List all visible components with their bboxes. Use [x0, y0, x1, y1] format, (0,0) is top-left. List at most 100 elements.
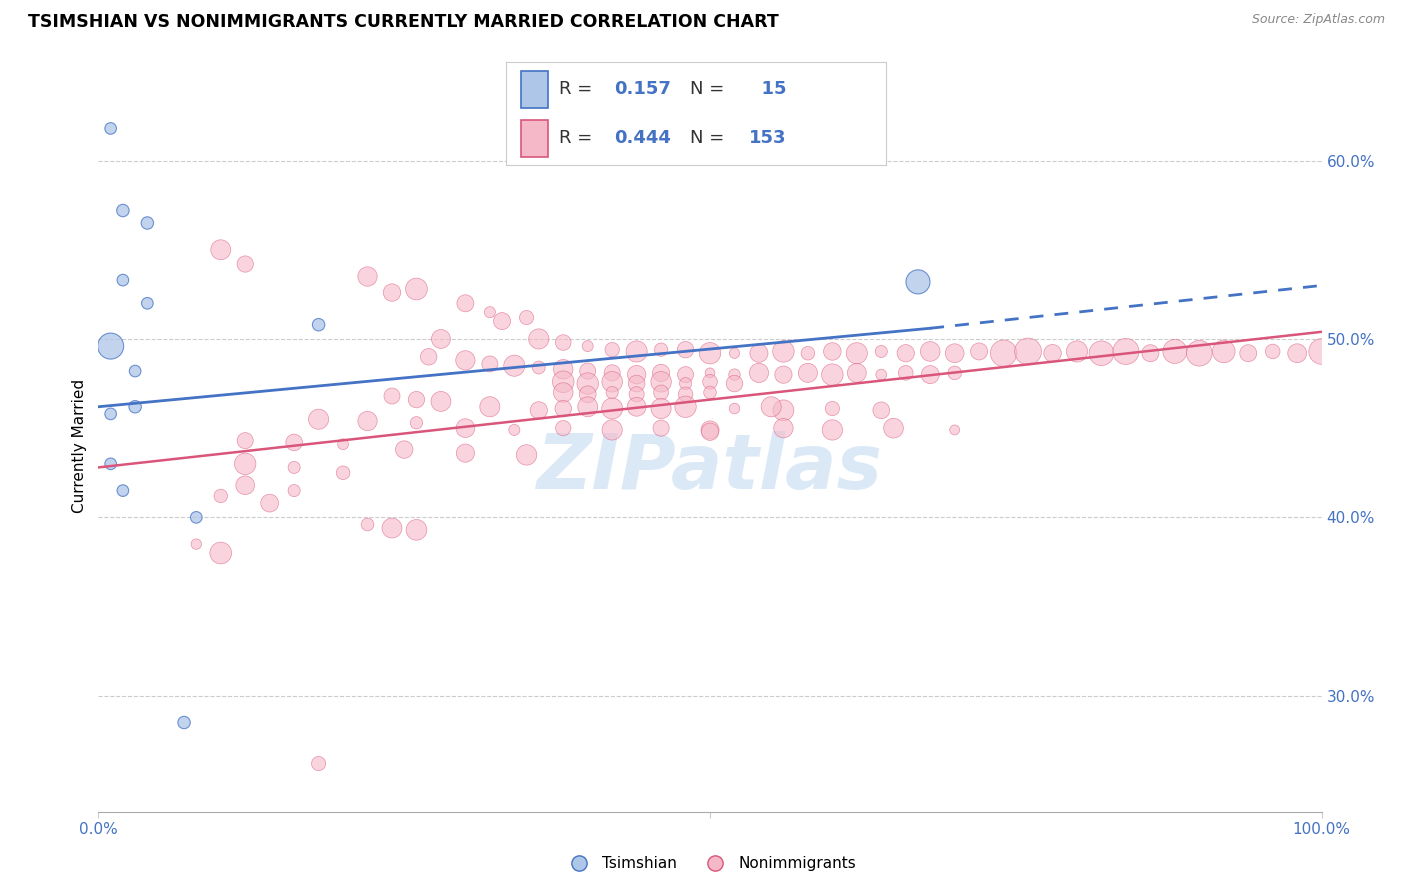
Point: [600, 343, 623, 357]
Point: [454, 421, 477, 435]
Point: [186, 537, 208, 551]
Point: [454, 353, 477, 368]
Point: [600, 366, 623, 380]
Point: [405, 392, 427, 407]
Point: [748, 346, 770, 360]
Point: [430, 332, 453, 346]
Point: [356, 517, 378, 532]
FancyBboxPatch shape: [522, 70, 548, 108]
Point: [1286, 346, 1309, 360]
Point: [1017, 344, 1039, 359]
Point: [576, 376, 599, 391]
Point: [845, 346, 868, 360]
Point: [870, 403, 893, 417]
Point: [186, 510, 208, 524]
Point: [100, 339, 122, 353]
Point: [1212, 344, 1234, 359]
Point: [650, 366, 672, 380]
Point: [650, 375, 672, 389]
Point: [1261, 344, 1284, 359]
Point: [699, 346, 721, 360]
FancyBboxPatch shape: [522, 120, 548, 157]
Point: [626, 376, 648, 391]
Point: [553, 362, 575, 376]
Point: [173, 715, 195, 730]
Point: [600, 423, 623, 437]
Point: [233, 457, 256, 471]
Point: [209, 546, 232, 560]
Point: [259, 496, 281, 510]
Point: [772, 403, 794, 417]
Point: [381, 521, 404, 535]
Point: [553, 335, 575, 350]
Point: [233, 478, 256, 492]
Point: [943, 366, 966, 380]
Point: [527, 332, 550, 346]
Point: [920, 368, 942, 382]
Point: [993, 346, 1015, 360]
Point: [1188, 346, 1211, 360]
Point: [209, 243, 232, 257]
Point: [283, 483, 305, 498]
Point: [600, 385, 623, 400]
Point: [675, 368, 697, 382]
Point: [650, 401, 672, 416]
Point: [1310, 344, 1333, 359]
Text: R =: R =: [560, 80, 599, 98]
Point: [626, 387, 648, 401]
Point: [100, 407, 122, 421]
Point: [772, 368, 794, 382]
Point: [626, 368, 648, 382]
Point: [515, 310, 537, 325]
Point: [699, 375, 721, 389]
Point: [1090, 346, 1112, 360]
Point: [111, 203, 134, 218]
Text: TSIMSHIAN VS NONIMMIGRANTS CURRENTLY MARRIED CORRELATION CHART: TSIMSHIAN VS NONIMMIGRANTS CURRENTLY MAR…: [28, 13, 779, 31]
Point: [100, 457, 122, 471]
Point: [503, 423, 526, 437]
Point: [821, 344, 844, 359]
Point: [675, 400, 697, 414]
Point: [699, 423, 721, 437]
Point: [772, 344, 794, 359]
Point: [870, 344, 893, 359]
Point: [405, 416, 427, 430]
Point: [478, 357, 501, 371]
Text: 0.444: 0.444: [614, 129, 671, 147]
Point: [845, 366, 868, 380]
Point: [797, 366, 820, 380]
Point: [381, 389, 404, 403]
Point: [576, 339, 599, 353]
Point: [454, 296, 477, 310]
Point: [675, 343, 697, 357]
Point: [894, 366, 917, 380]
Point: [699, 425, 721, 439]
Point: [883, 421, 905, 435]
Point: [233, 257, 256, 271]
Text: ZIPatlas: ZIPatlas: [537, 431, 883, 505]
Point: [491, 314, 513, 328]
Point: [430, 394, 453, 409]
Point: [332, 437, 354, 451]
Point: [111, 273, 134, 287]
Point: [600, 401, 623, 416]
Point: [100, 121, 122, 136]
Point: [870, 368, 893, 382]
Point: [308, 756, 330, 771]
Point: [553, 401, 575, 416]
Point: [356, 269, 378, 284]
Point: [1115, 344, 1137, 359]
Point: [124, 400, 146, 414]
Point: [943, 346, 966, 360]
Point: [600, 375, 623, 389]
Text: 0.157: 0.157: [614, 80, 671, 98]
Point: [527, 403, 550, 417]
Point: [527, 360, 550, 375]
Point: [748, 366, 770, 380]
Point: [283, 435, 305, 450]
Point: [283, 460, 305, 475]
Point: [576, 364, 599, 378]
Point: [821, 401, 844, 416]
Point: [576, 400, 599, 414]
Point: [553, 385, 575, 400]
